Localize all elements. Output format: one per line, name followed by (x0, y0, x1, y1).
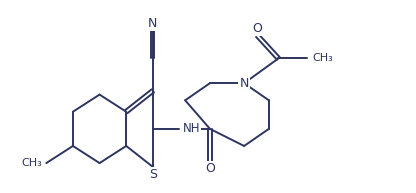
Text: N: N (240, 77, 249, 90)
Text: O: O (205, 162, 215, 174)
Text: O: O (253, 22, 262, 35)
Text: CH₃: CH₃ (312, 53, 333, 63)
Text: NH: NH (183, 122, 201, 135)
Text: N: N (148, 17, 158, 30)
Text: CH₃: CH₃ (21, 158, 42, 168)
Text: S: S (149, 168, 157, 181)
